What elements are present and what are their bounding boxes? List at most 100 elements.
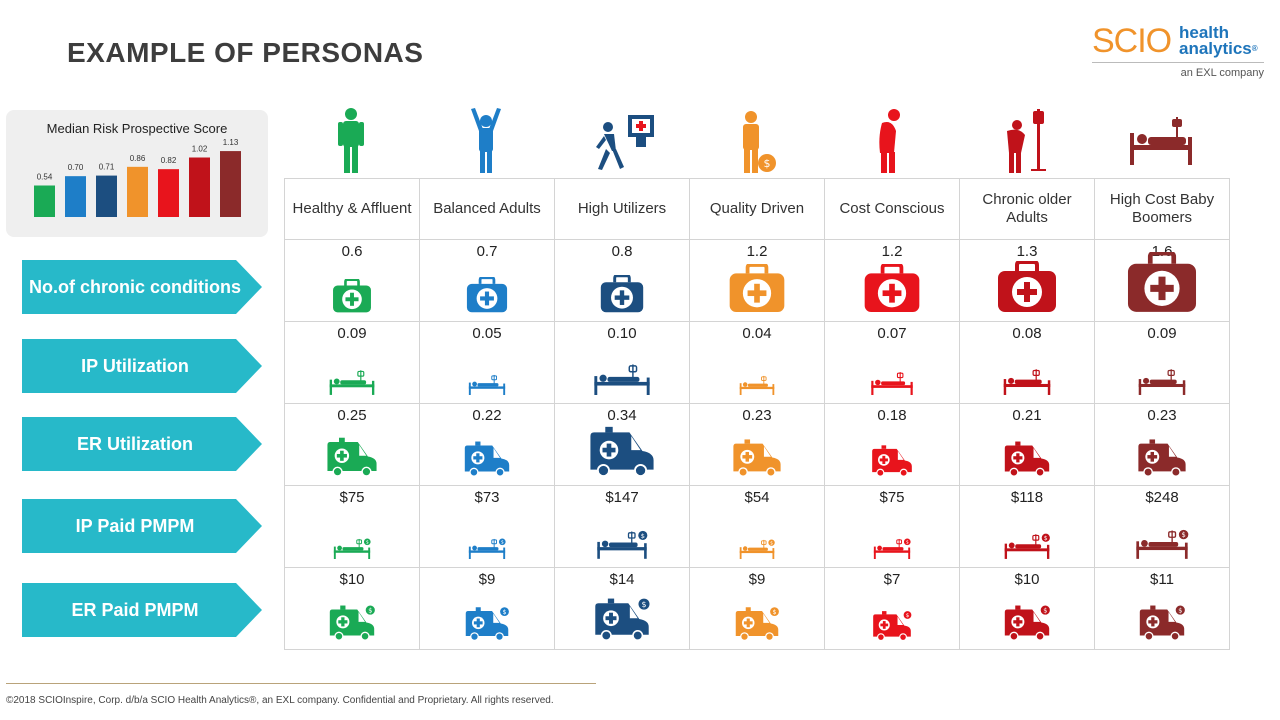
ambulance-money-icon: $ — [735, 606, 780, 646]
person-with-money-icon: $ — [721, 107, 791, 173]
metric-cell: 0.23 — [1094, 403, 1230, 486]
metric-value: 0.21 — [1012, 407, 1042, 424]
metric-value: 0.07 — [877, 325, 907, 342]
row-label-text: No.of chronic conditions — [29, 277, 241, 297]
metric-cell: $75 $ — [824, 485, 960, 568]
svg-text:$: $ — [1178, 607, 1182, 615]
hospital-bed-icon — [1138, 368, 1187, 400]
risk-bar-label: 1.13 — [223, 138, 239, 147]
metric-cell: 0.8 — [554, 239, 690, 322]
svg-text:$: $ — [368, 607, 372, 615]
first-aid-kit-icon — [332, 278, 372, 318]
metric-cell: 0.07 — [824, 321, 960, 404]
metric-value: 0.05 — [472, 325, 502, 342]
metric-cell: 0.04 — [689, 321, 825, 404]
hospital-bed-money-icon: $ — [1004, 533, 1051, 564]
metric-cell: $75 $ — [284, 485, 420, 568]
metric-value: 0.04 — [742, 325, 772, 342]
metric-cell: $248 $ — [1094, 485, 1230, 568]
row-ip-utilization: 0.09 0.05 0.10 0.04 0.07 0.08 0.09 — [284, 321, 1230, 404]
metric-cell: 0.18 — [824, 403, 960, 486]
row-label-tag: IP Utilization — [22, 339, 262, 393]
ambulance-icon — [1137, 438, 1187, 482]
risk-bar-label: 0.54 — [37, 173, 53, 182]
persona-name: High Utilizers — [554, 178, 690, 240]
svg-text:$: $ — [770, 540, 773, 546]
metric-cell: $54 $ — [689, 485, 825, 568]
hospital-bed-money-icon: $ — [333, 538, 372, 564]
persona-grid: Healthy & Affluent Balanced Adults High Ut… — [284, 178, 1230, 650]
hospital-bed-icon — [468, 374, 507, 400]
metric-value: $10 — [339, 571, 365, 588]
svg-text:$: $ — [906, 613, 910, 619]
hospital-bed-money-icon: $ — [1135, 529, 1189, 564]
metric-value: 0.10 — [607, 325, 637, 342]
persona-name: Quality Driven — [689, 178, 825, 240]
standing-person-icon — [316, 107, 386, 173]
ambulance-icon — [871, 444, 913, 482]
logo-divider — [1092, 62, 1264, 63]
metric-value: 1.2 — [746, 243, 768, 260]
metric-value: $10 — [1014, 571, 1040, 588]
metric-cell: $73 $ — [419, 485, 555, 568]
metric-cell: 0.7 — [419, 239, 555, 322]
metric-cell: $10 $ — [959, 567, 1095, 650]
metric-value: 0.09 — [1147, 325, 1177, 342]
footer-divider — [6, 683, 596, 684]
hospital-bed-icon — [593, 363, 652, 400]
metric-cell: 0.05 — [419, 321, 555, 404]
metric-cell: $147 $ — [554, 485, 690, 568]
metric-cell: 1.2 — [824, 239, 960, 322]
risk-bar — [189, 157, 210, 217]
hospital-bed-icon — [1003, 368, 1052, 400]
ambulance-money-icon: $ — [594, 597, 651, 646]
metric-cell: 1.2 — [689, 239, 825, 322]
first-aid-kit-icon — [863, 263, 921, 318]
row-label-tag: ER Paid PMPM — [22, 583, 262, 637]
metric-value: 1.2 — [881, 243, 903, 260]
persona-name: Balanced Adults — [419, 178, 555, 240]
arms-raised-person-icon — [451, 107, 521, 173]
walking-to-hospital-icon — [586, 107, 656, 173]
risk-bar — [34, 185, 55, 217]
metric-cell: $10 $ — [284, 567, 420, 650]
logo-scio-text: SCIO — [1092, 22, 1172, 60]
metric-cell: 0.34 — [554, 403, 690, 486]
persona-header-row: Healthy & Affluent Balanced Adults High Ut… — [284, 178, 1230, 240]
logo-tagline: an EXL company — [1180, 67, 1264, 79]
hospital-bed-money-icon: $ — [468, 538, 507, 564]
metric-value: $147 — [605, 489, 639, 506]
metric-value: $11 — [1150, 571, 1174, 588]
metric-cell: 0.25 — [284, 403, 420, 486]
row-label-text: ER Utilization — [77, 434, 193, 454]
risk-bar — [96, 175, 117, 217]
svg-text:$: $ — [366, 540, 369, 546]
metric-value: $7 — [883, 571, 901, 588]
hospital-bed-patient-icon — [1126, 107, 1196, 173]
metric-value: 0.8 — [611, 243, 633, 260]
metric-value: 0.25 — [337, 407, 367, 424]
metric-cell: $118 $ — [959, 485, 1095, 568]
first-aid-kit-icon — [997, 260, 1058, 318]
ambulance-money-icon: $ — [1004, 604, 1051, 646]
persona-name: Cost Conscious — [824, 178, 960, 240]
hospital-bed-icon — [739, 375, 776, 400]
row-label-tag: ER Utilization — [22, 417, 262, 471]
ambulance-icon — [464, 440, 511, 482]
first-aid-kit-icon — [600, 274, 645, 318]
ambulance-icon — [732, 438, 782, 482]
svg-text:$: $ — [503, 609, 507, 616]
metric-value: $9 — [748, 571, 766, 588]
metric-value: $75 — [339, 489, 365, 506]
hospital-bed-icon — [870, 371, 914, 400]
hospital-bed-icon — [329, 369, 376, 400]
metric-cell: $7 $ — [824, 567, 960, 650]
svg-text:$: $ — [1044, 536, 1048, 542]
first-aid-kit-icon — [728, 263, 786, 318]
risk-score-chart: 0.54 0.70 0.71 0.86 0.82 1.02 1.13 — [34, 138, 241, 217]
persona-name: Healthy & Affluent — [284, 178, 420, 240]
risk-bar-label: 0.82 — [161, 156, 177, 165]
svg-text:$: $ — [1043, 607, 1047, 615]
metric-value: $118 — [1010, 489, 1044, 506]
metric-value: 1.3 — [1016, 243, 1038, 260]
